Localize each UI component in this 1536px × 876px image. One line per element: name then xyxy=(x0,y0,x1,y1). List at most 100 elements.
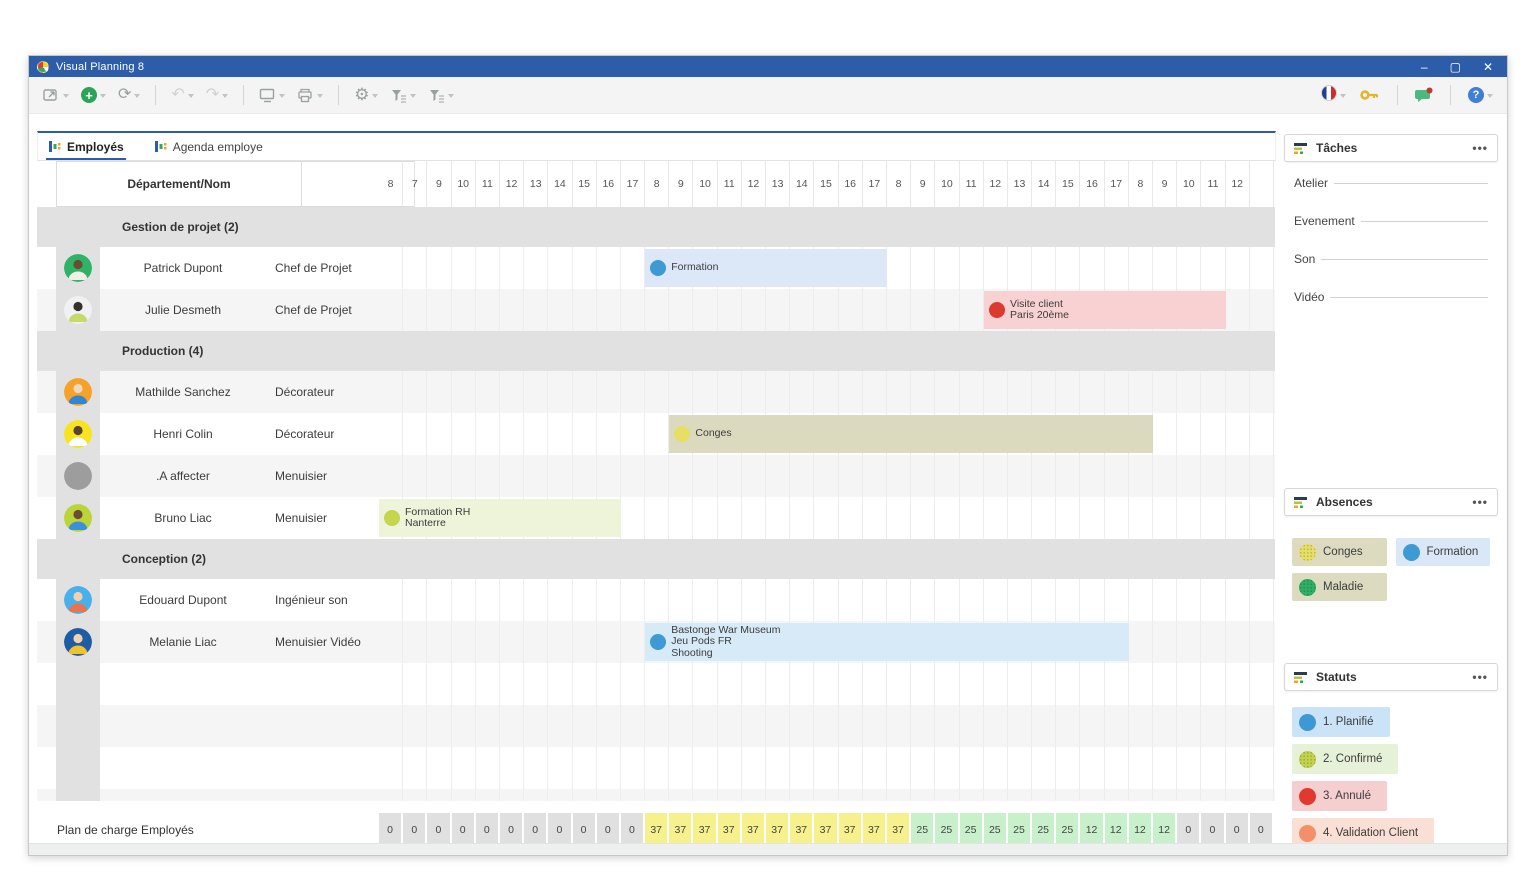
row-cells[interactable] xyxy=(379,789,1274,801)
workload-value: 37 xyxy=(717,813,742,847)
sidebar: Tâches ••• Atelier Evenement Son Vidéo Abse… xyxy=(1284,134,1498,848)
row-cells[interactable] xyxy=(379,455,1274,497)
employee-name[interactable]: Mathilde Sanchez xyxy=(135,385,231,399)
add-icon: + xyxy=(81,87,97,103)
employee-name[interactable] xyxy=(100,789,266,801)
status-chip[interactable]: 1. Planifié xyxy=(1292,707,1390,737)
task-item[interactable]: Son xyxy=(1294,252,1488,290)
department-name-header[interactable]: Département/Nom xyxy=(56,161,302,207)
schedule-event[interactable]: Bastonge War Museum Jeu Pods FR Shooting xyxy=(645,623,1130,661)
undo-button[interactable]: ↶ xyxy=(167,83,197,107)
employee-name[interactable] xyxy=(100,747,266,789)
employee-name[interactable]: Melanie Liac xyxy=(149,635,217,649)
window-new-button[interactable] xyxy=(39,85,73,106)
add-button[interactable]: + xyxy=(77,84,110,106)
filter-columns-button[interactable] xyxy=(424,85,458,106)
help-button[interactable]: ? xyxy=(1464,84,1497,106)
chevron-down-icon xyxy=(222,94,229,98)
settings-button[interactable]: ⚙ xyxy=(350,83,382,108)
employee-name[interactable]: Patrick Dupont xyxy=(143,261,223,275)
employee-name[interactable]: Henri Colin xyxy=(153,427,213,441)
employee-name[interactable]: .A affecter xyxy=(156,469,210,483)
schedule-event[interactable]: Formation RH Nanterre xyxy=(379,499,621,537)
language-french-flag-button[interactable] xyxy=(1317,82,1350,109)
minimize-button[interactable]: – xyxy=(1420,59,1428,74)
group-label: Production (4) xyxy=(122,344,204,358)
row-cells[interactable]: Visite client Paris 20ème xyxy=(379,289,1274,331)
row-cells[interactable] xyxy=(379,705,1274,747)
redo-icon: ↷ xyxy=(205,86,220,103)
status-chip[interactable]: 2. Confirmé xyxy=(1292,744,1399,774)
employee-name[interactable] xyxy=(100,705,266,747)
task-item[interactable]: Atelier xyxy=(1294,176,1488,214)
absence-chip[interactable]: Maladie xyxy=(1292,573,1387,601)
key-icon xyxy=(1360,88,1380,102)
refresh-button[interactable]: ⟳ xyxy=(114,83,144,107)
hour-label: 8 xyxy=(379,161,404,207)
task-item-label: Son xyxy=(1294,252,1316,266)
avatar[interactable] xyxy=(64,378,92,406)
employee-name[interactable] xyxy=(100,663,266,705)
key-button[interactable] xyxy=(1356,85,1384,105)
avatar[interactable] xyxy=(64,420,92,448)
avatar[interactable] xyxy=(64,462,92,490)
row-cells[interactable] xyxy=(379,371,1274,413)
panel-title: Tâches xyxy=(1316,141,1358,155)
close-button[interactable]: ✕ xyxy=(1482,59,1493,74)
chevron-down-icon xyxy=(317,94,324,98)
absences-chips: Conges Formation Maladie xyxy=(1284,516,1498,601)
employee-name[interactable]: Edouard Dupont xyxy=(139,593,227,607)
workload-value: 37 xyxy=(693,813,718,847)
hour-label: 16 xyxy=(597,161,621,207)
hour-label: 17 xyxy=(863,161,887,207)
chevron-down-icon xyxy=(100,94,106,98)
avatar[interactable] xyxy=(64,586,92,614)
display-button[interactable] xyxy=(255,85,289,106)
workload-value: 25 xyxy=(1032,813,1057,847)
row-cells[interactable] xyxy=(379,747,1274,789)
row-cells[interactable]: Bastonge War Museum Jeu Pods FR Shooting xyxy=(379,621,1274,663)
tasks-panel-header[interactable]: Tâches ••• xyxy=(1284,134,1498,162)
task-item[interactable]: Vidéo xyxy=(1294,290,1488,328)
table-row: Edouard Dupont Ingénieur son xyxy=(37,579,1275,621)
event-label: Conges xyxy=(695,427,732,440)
chevron-down-icon xyxy=(372,94,379,98)
avatar[interactable] xyxy=(64,296,92,324)
chevron-down-icon xyxy=(1340,94,1346,98)
statuses-panel-header[interactable]: Statuts ••• xyxy=(1284,663,1498,691)
share-button[interactable] xyxy=(1411,84,1437,106)
hour-label: 12 xyxy=(984,161,1008,207)
workload-value: 37 xyxy=(669,813,694,847)
row-cells[interactable]: Conges xyxy=(379,413,1274,455)
event-status-dot xyxy=(384,510,400,526)
workload-value: 12 xyxy=(1128,813,1153,847)
employee-role: Menuisier xyxy=(275,511,328,525)
row-cells[interactable]: Formation xyxy=(379,247,1274,289)
status-chip[interactable]: 3. Annulé xyxy=(1292,781,1387,811)
schedule-event[interactable]: Conges xyxy=(669,415,1154,453)
employee-name[interactable]: Julie Desmeth xyxy=(144,303,222,317)
print-button[interactable] xyxy=(293,85,327,106)
redo-button[interactable]: ↷ xyxy=(202,83,232,107)
row-cells[interactable] xyxy=(379,663,1274,705)
hour-label: 11 xyxy=(476,161,500,207)
absences-panel-header[interactable]: Absences ••• xyxy=(1284,488,1498,516)
legend-dot xyxy=(1299,824,1316,842)
avatar[interactable] xyxy=(64,254,92,282)
absence-chip[interactable]: Formation xyxy=(1395,538,1490,566)
tab-employes[interactable]: Employés xyxy=(46,136,126,160)
filter-rows-button[interactable] xyxy=(386,85,420,106)
avatar[interactable] xyxy=(64,504,92,532)
employee-name[interactable]: Bruno Liac xyxy=(154,511,212,525)
row-cells[interactable] xyxy=(379,579,1274,621)
task-item[interactable]: Evenement xyxy=(1294,214,1488,252)
row-cells[interactable]: Formation RH Nanterre xyxy=(379,497,1274,539)
task-item-label: Vidéo xyxy=(1294,290,1325,304)
toolbar-divider xyxy=(155,85,157,105)
schedule-event[interactable]: Formation xyxy=(645,249,888,287)
maximize-button[interactable]: ▢ xyxy=(1449,59,1461,74)
avatar[interactable] xyxy=(64,628,92,656)
tab-agenda-employe[interactable]: Agenda employe xyxy=(152,136,265,158)
schedule-event[interactable]: Visite client Paris 20ème xyxy=(984,291,1226,329)
absence-chip[interactable]: Conges xyxy=(1292,538,1387,566)
